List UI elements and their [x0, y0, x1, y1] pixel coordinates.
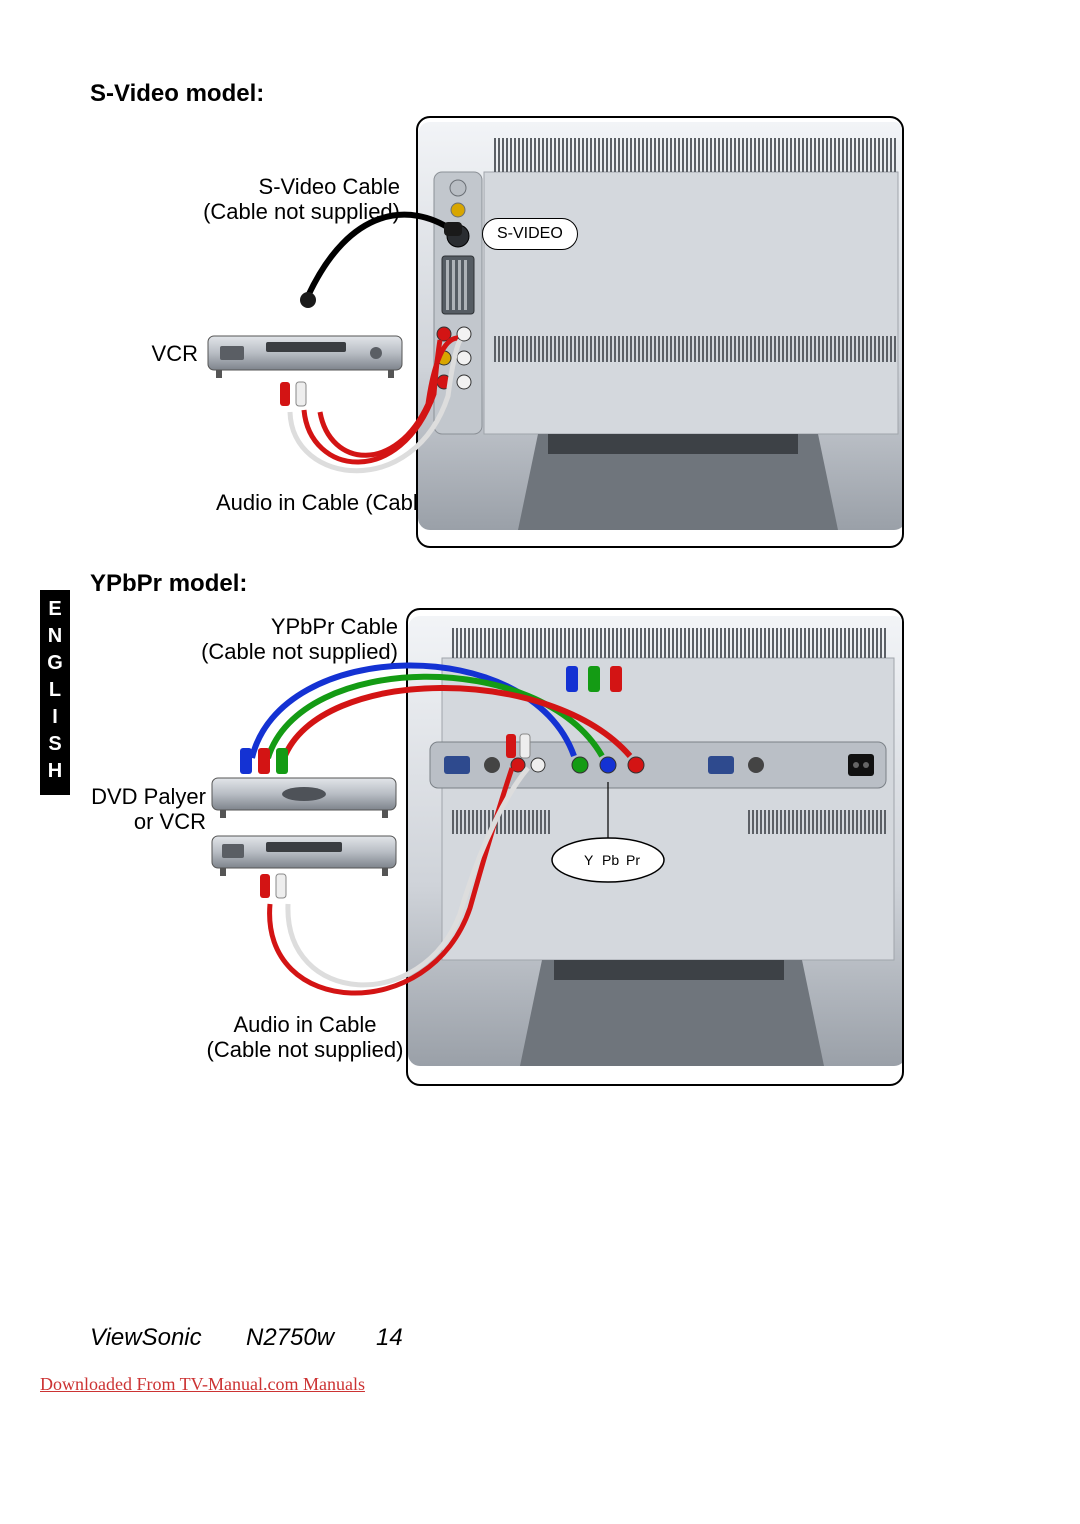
label-line: or VCR — [134, 809, 206, 834]
lang-letter: E — [40, 596, 70, 623]
footer-page-number: 14 — [376, 1324, 403, 1352]
lang-letter: N — [40, 623, 70, 650]
footer-brand: ViewSonic — [90, 1324, 202, 1352]
lang-letter: H — [40, 758, 70, 785]
lang-letter: I — [40, 704, 70, 731]
lang-letter: S — [40, 731, 70, 758]
lang-letter: L — [40, 677, 70, 704]
lang-letter: G — [40, 650, 70, 677]
section2-title: YPbPr model: — [90, 570, 247, 598]
section1-title: S-Video model: — [90, 80, 264, 108]
ypbpr-cables — [210, 608, 930, 1108]
svideo-cables — [200, 116, 920, 556]
label-line: DVD Palyer — [91, 784, 206, 809]
language-indicator: E N G L I S H — [40, 590, 70, 795]
download-source-link[interactable]: Downloaded From TV-Manual.com Manuals — [40, 1374, 365, 1395]
vcr-label: VCR — [128, 341, 198, 366]
dvd-vcr-label: DVD Palyer or VCR — [78, 784, 206, 835]
manual-page: E N G L I S H S-Video model: S-Video Cab… — [0, 0, 1080, 1524]
footer-model: N2750w — [246, 1324, 334, 1352]
